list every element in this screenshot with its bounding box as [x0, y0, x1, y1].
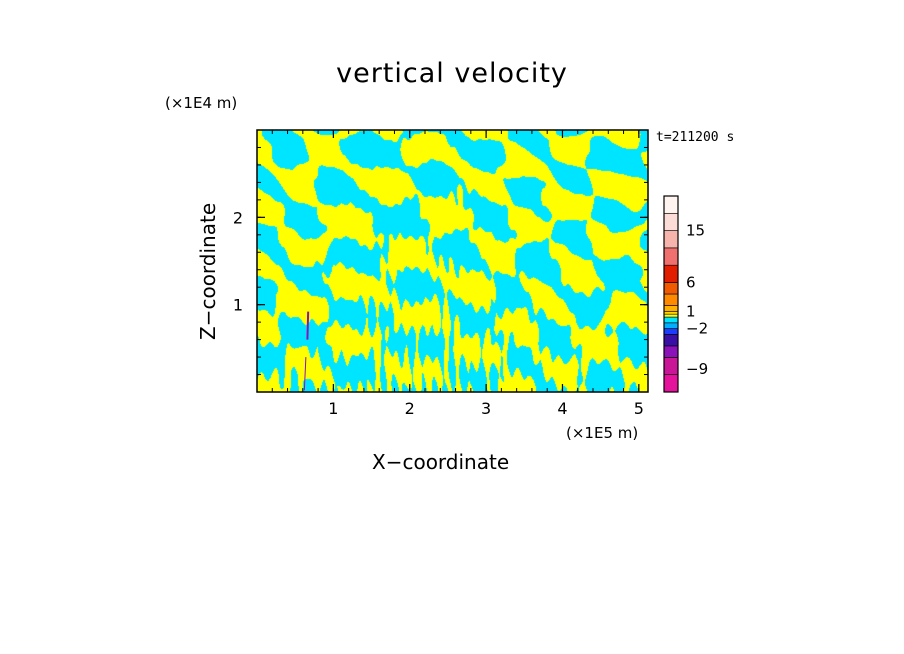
plot-frame [256, 129, 649, 393]
x-tick-label: 2 [405, 399, 415, 418]
colorbar-segment [663, 374, 679, 393]
colorbar-segment [663, 322, 679, 329]
colorbar-segment [663, 305, 679, 312]
colorbar-segment [663, 313, 679, 318]
colorbar-segment [663, 282, 679, 295]
colorbar-tick-label: 1 [686, 302, 696, 320]
colorbar-segment [663, 357, 679, 376]
x-tick-label: 4 [557, 399, 567, 418]
z-tick-label: 2 [233, 208, 243, 227]
colorbar-frame [663, 195, 679, 393]
x-tick-label: 5 [634, 399, 644, 418]
colorbar-segment [663, 264, 679, 283]
colorbar-segment [663, 247, 679, 266]
time-label: t=211200 s [656, 130, 735, 145]
colorbar-segment [663, 230, 679, 249]
colorbar-tick-label: −2 [686, 320, 708, 338]
colorbar-segment [663, 212, 679, 231]
z-axis-unit: (×1E4 m) [165, 94, 238, 112]
x-tick-label: 3 [481, 399, 491, 418]
colorbar-segment [663, 345, 679, 358]
colorbar-tick-label: 6 [686, 273, 696, 291]
downdraft-streak [306, 311, 310, 340]
z-tick-label: 1 [233, 296, 243, 315]
colorbar-segment [663, 293, 679, 306]
colorbar-tick-label: −9 [686, 360, 708, 378]
colorbar-segment [663, 316, 679, 324]
colorbar-segment [663, 310, 679, 315]
x-axis-unit: (×1E5 m) [566, 424, 639, 442]
downdraft-streak-lower [303, 357, 307, 391]
velocity-field [257, 130, 648, 392]
chart-title: vertical velocity [336, 58, 568, 89]
colorbar-segment [663, 328, 679, 335]
x-axis-label: X−coordinate [372, 450, 510, 474]
colorbar-tick-label: 15 [686, 222, 705, 240]
colorbar-segment [663, 195, 679, 214]
x-tick-label: 1 [328, 399, 338, 418]
colorbar-segment [663, 334, 679, 347]
